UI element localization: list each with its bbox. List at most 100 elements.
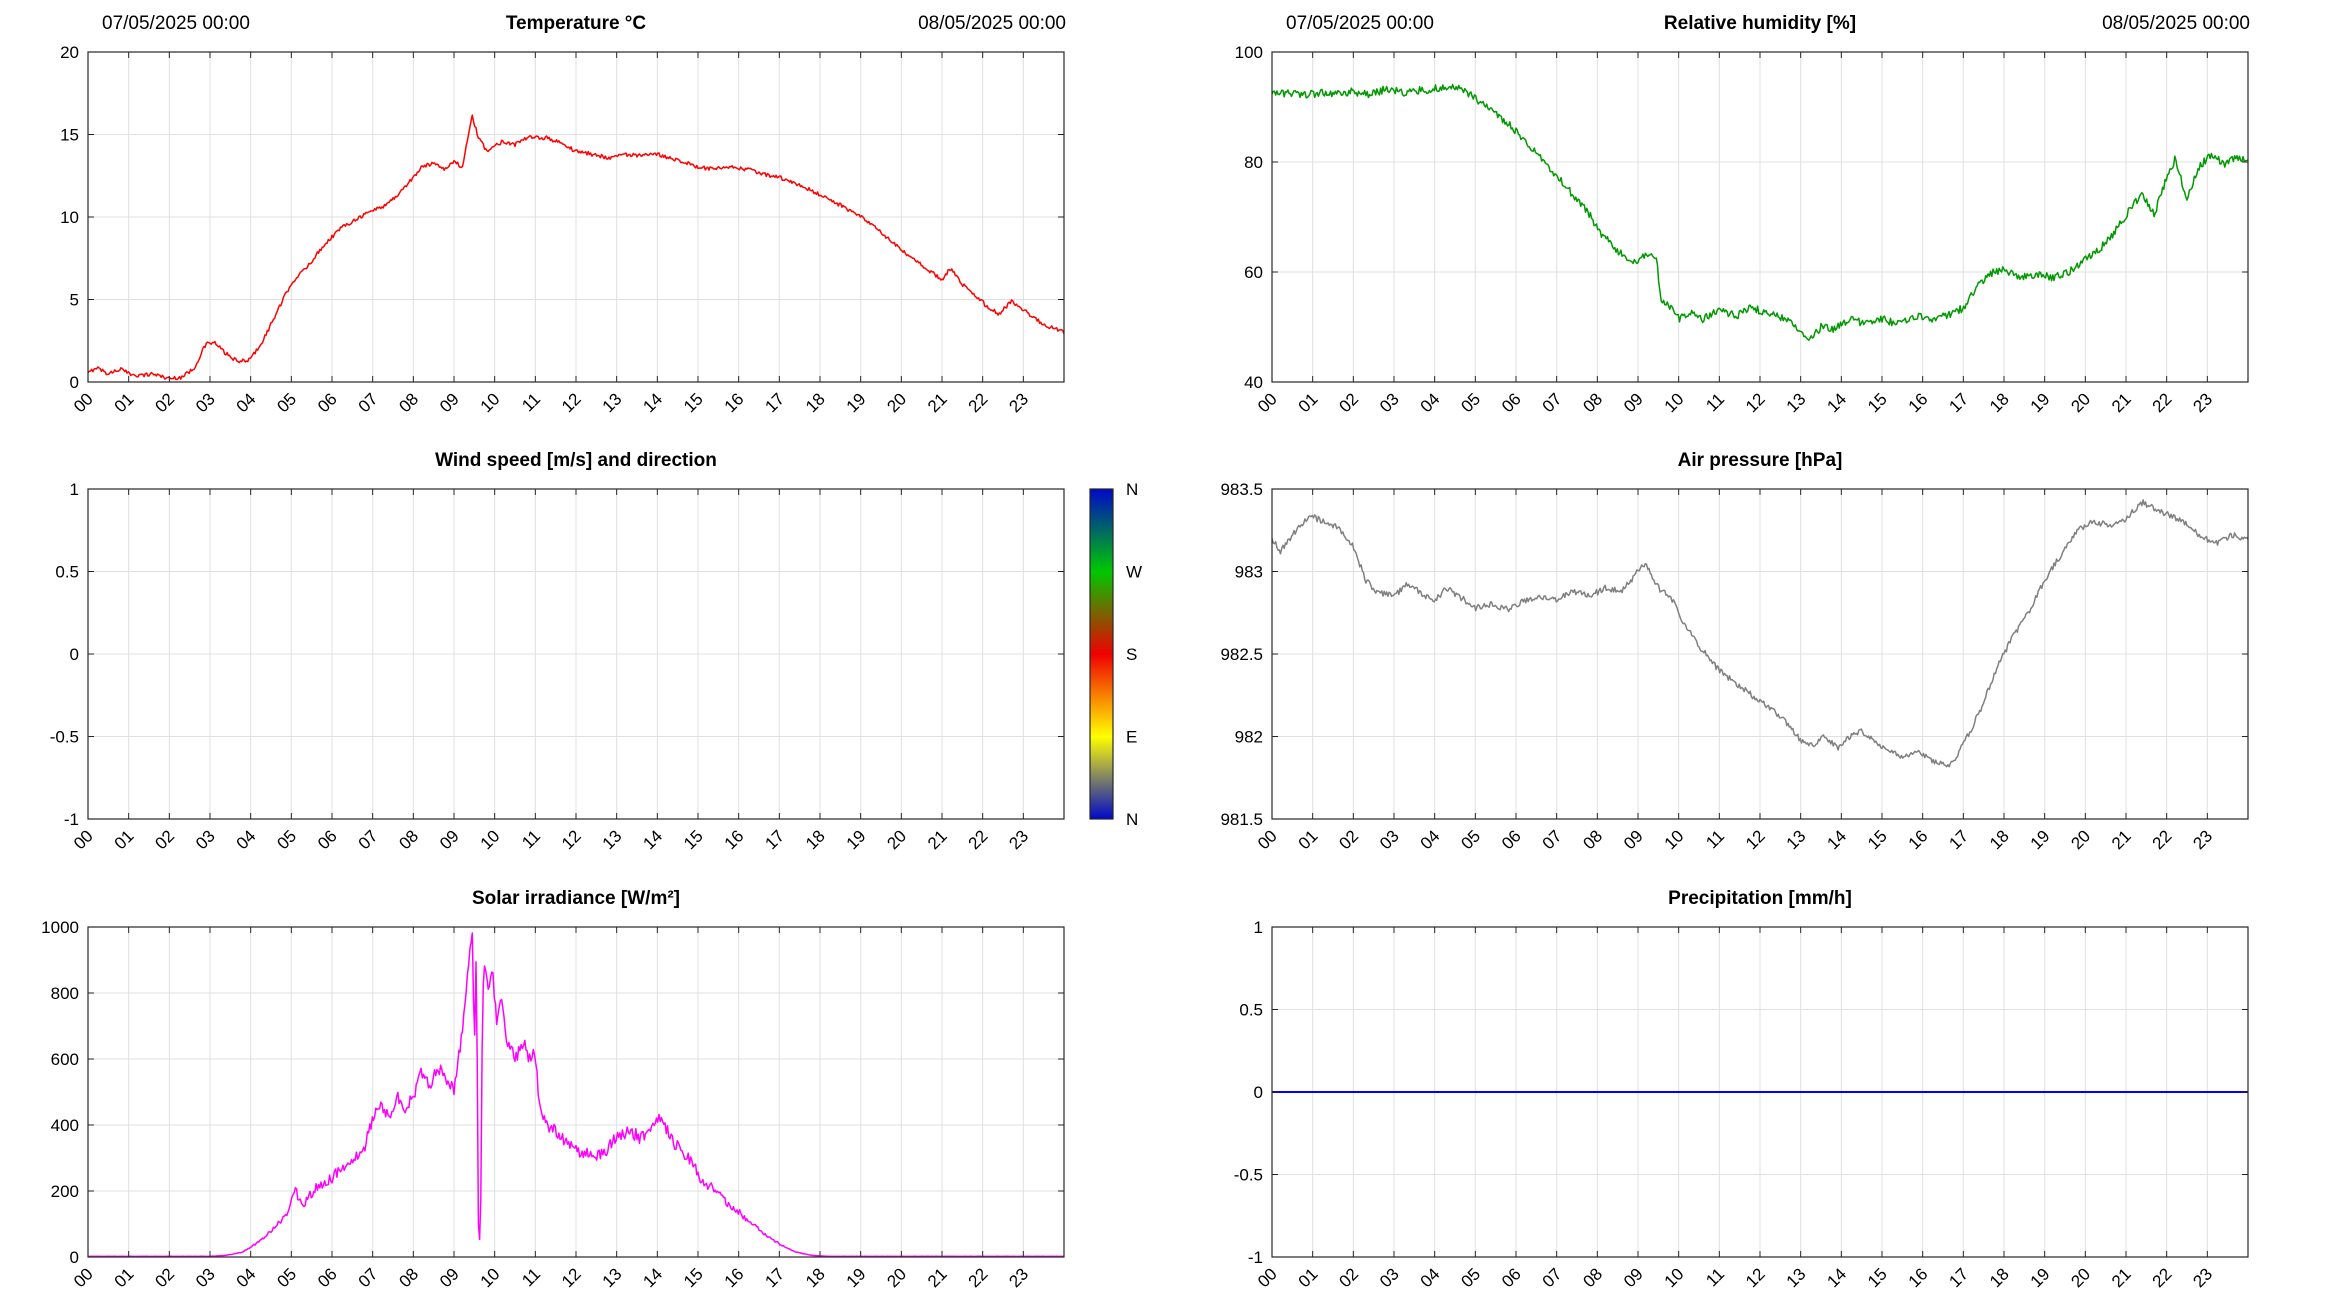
- x-tick-label: 09: [436, 826, 463, 853]
- precipitation-header: Precipitation [mm/h]: [1272, 888, 2248, 914]
- x-tick-label: 17: [1945, 826, 1972, 853]
- precipitation-title: Precipitation [mm/h]: [1668, 888, 1852, 909]
- x-tick-label: 10: [477, 1264, 504, 1291]
- x-tick-label: 07: [1539, 826, 1566, 853]
- x-tick-label: 21: [2108, 389, 2135, 416]
- date-start-label: 07/05/2025 00:00: [1286, 13, 1434, 34]
- wind-header: Wind speed [m/s] and direction: [88, 450, 1064, 476]
- x-tick-label: 02: [1335, 1264, 1362, 1291]
- wind-panel: Wind speed [m/s] and direction 00 01 02 03 0…: [0, 437, 1166, 875]
- x-tick-label: 21: [2108, 1264, 2135, 1291]
- y-tick-label: 982: [1235, 728, 1263, 747]
- x-tick-label: 21: [924, 389, 951, 416]
- y-tick-label: -1: [1248, 1248, 1263, 1267]
- x-tick-label: 22: [2149, 826, 2176, 853]
- x-tick-label: 20: [2067, 389, 2094, 416]
- x-tick-label: 12: [1742, 1264, 1769, 1291]
- precipitation-plot: 00 01 02 03 04 05 06 07 08 09 10 11 12 13 14 15 16 17 18 19…: [1234, 918, 2249, 1291]
- air-pressure-series: [1271, 499, 2249, 768]
- x-tick-label: 05: [273, 826, 300, 853]
- x-tick-label: 15: [680, 826, 707, 853]
- x-tick-label: 09: [1620, 389, 1647, 416]
- x-tick-label: 00: [1254, 826, 1281, 853]
- x-tick-label: 18: [802, 1264, 829, 1291]
- x-tick-label: 13: [1783, 826, 1810, 853]
- x-tick-label: 08: [395, 1264, 422, 1291]
- x-tick-label: 12: [558, 826, 585, 853]
- x-tick-label: 10: [477, 389, 504, 416]
- x-tick-label: 17: [761, 826, 788, 853]
- y-tick-label: 1000: [41, 918, 79, 937]
- x-tick-label: 20: [2067, 1264, 2094, 1291]
- temperature-title: Temperature °C: [505, 13, 647, 34]
- x-tick-label: 02: [151, 389, 178, 416]
- x-tick-label: 08: [1579, 826, 1606, 853]
- y-tick-label: 0: [70, 373, 79, 392]
- x-tick-label: 12: [1742, 826, 1769, 853]
- humidity-panel: 07/05/2025 00:00 Relative humidity [%] 0…: [1166, 0, 2333, 437]
- solar-panel: Solar irradiance [W/m²] 00 01 02 03 04 05 06 07…: [0, 875, 1166, 1313]
- x-tick-label: 12: [558, 389, 585, 416]
- x-tick-label: 19: [843, 389, 870, 416]
- y-tick-label: 20: [60, 43, 79, 62]
- y-tick-label: 0: [70, 645, 79, 664]
- x-tick-label: 05: [273, 389, 300, 416]
- x-tick-label: 15: [1864, 826, 1891, 853]
- x-tick-label: 19: [843, 1264, 870, 1291]
- x-tick-label: 21: [2108, 826, 2135, 853]
- y-tick-label: 983: [1235, 563, 1263, 582]
- y-tick-label: 200: [51, 1182, 79, 1201]
- colorbar-label: W: [1126, 563, 1142, 582]
- x-tick-label: 22: [2149, 1264, 2176, 1291]
- x-tick-label: 03: [1376, 826, 1403, 853]
- x-tick-label: 16: [1905, 1264, 1932, 1291]
- y-tick-label: 983.5: [1220, 480, 1263, 499]
- x-tick-label: 11: [1702, 1264, 1728, 1290]
- x-tick-label: 20: [2067, 826, 2094, 853]
- colorbar-label: E: [1126, 728, 1137, 747]
- direction-colorbar: [1089, 488, 1114, 820]
- precipitation-panel: Precipitation [mm/h] 00 01 02 03 04 05 06 07 08 0…: [1166, 875, 2333, 1313]
- x-tick-label: 04: [1417, 826, 1444, 853]
- relative-humidity-series: [1271, 83, 2249, 341]
- y-tick-label: -0.5: [1234, 1166, 1263, 1185]
- x-tick-label: 00: [70, 1264, 97, 1291]
- x-tick-label: 16: [721, 826, 748, 853]
- x-tick-label: 16: [1905, 389, 1932, 416]
- x-tick-label: 05: [1457, 826, 1484, 853]
- x-tick-label: 11: [1702, 826, 1728, 852]
- x-tick-label: 01: [111, 826, 138, 853]
- x-tick-label: 17: [761, 389, 788, 416]
- x-tick-label: 04: [233, 826, 260, 853]
- x-tick-label: 01: [1295, 389, 1322, 416]
- x-tick-label: 15: [680, 389, 707, 416]
- x-tick-label: 02: [151, 826, 178, 853]
- x-tick-label: 23: [1005, 1264, 1032, 1291]
- x-tick-label: 11: [518, 389, 544, 415]
- humidity-title: Relative humidity [%]: [1663, 13, 1857, 34]
- x-tick-label: 15: [1864, 1264, 1891, 1291]
- x-tick-label: 07: [1539, 1264, 1566, 1291]
- solar-plot: 00 01 02 03 04 05 06 07 08 09 10 11 12 13 14 15 16 17 18 19…: [41, 918, 1065, 1291]
- x-tick-label: 16: [721, 389, 748, 416]
- x-tick-label: 07: [355, 1264, 382, 1291]
- y-tick-label: 80: [1244, 153, 1263, 172]
- y-tick-label: 5: [70, 291, 79, 310]
- x-tick-label: 09: [1620, 826, 1647, 853]
- x-tick-label: 03: [1376, 1264, 1403, 1291]
- x-tick-label: 22: [965, 826, 992, 853]
- x-tick-label: 10: [1661, 1264, 1688, 1291]
- x-tick-label: 13: [599, 826, 626, 853]
- y-tick-label: 10: [60, 208, 79, 227]
- x-tick-label: 21: [924, 826, 951, 853]
- x-tick-label: 14: [1823, 1264, 1850, 1291]
- x-tick-label: 07: [355, 389, 382, 416]
- x-tick-label: 01: [111, 1264, 138, 1291]
- x-tick-label: 22: [2149, 389, 2176, 416]
- y-tick-label: -0.5: [50, 728, 79, 747]
- x-tick-label: 18: [1986, 1264, 2013, 1291]
- temperature-series: [87, 114, 1065, 381]
- x-tick-label: 23: [1005, 389, 1032, 416]
- temperature-plot: 00 01 02 03 04 05 06 07 08 09 10 11 12 13 14 15 16 17 18 19…: [60, 43, 1065, 416]
- x-tick-label: 03: [1376, 389, 1403, 416]
